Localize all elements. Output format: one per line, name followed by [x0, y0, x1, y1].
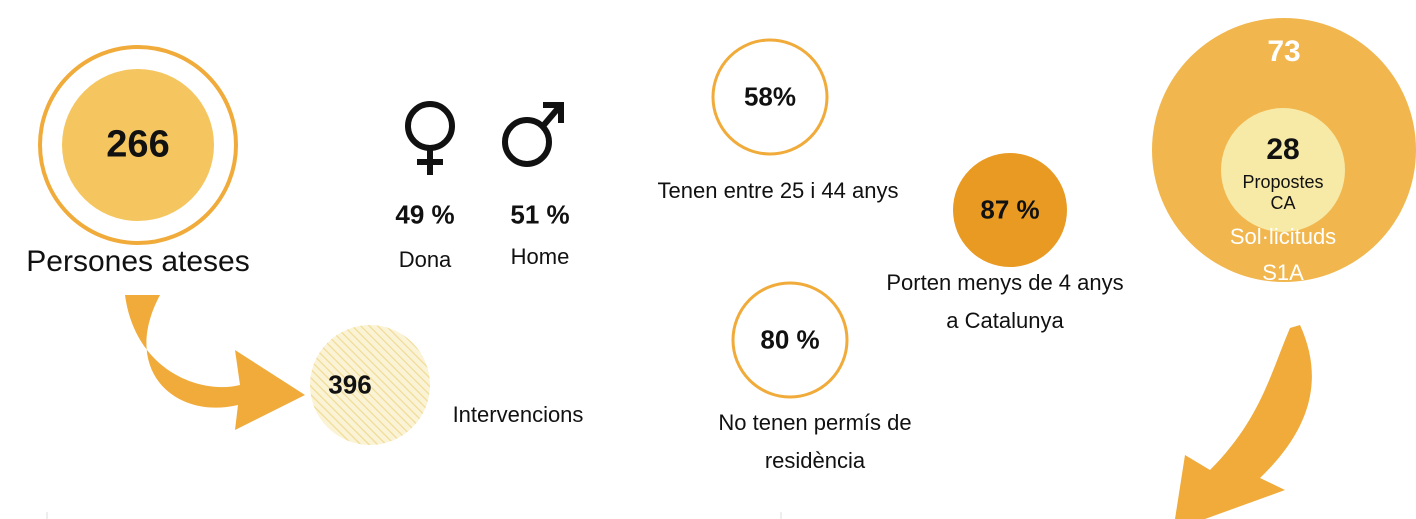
catalonia-circle — [953, 153, 1067, 267]
arrow — [125, 295, 305, 430]
age-value: 58% — [743, 81, 797, 112]
interventions-value: 396 — [328, 369, 372, 400]
residence-value: 80 % — [760, 324, 820, 355]
female-label: Dona — [398, 247, 452, 272]
male-label: Home — [510, 244, 570, 269]
interventions-label: Intervencions — [452, 402, 584, 427]
age-label: Tenen entre 25 i 44 anys — [657, 178, 899, 203]
male-value: 51 % — [510, 199, 570, 230]
proposals-value: 28 — [1266, 133, 1300, 166]
requests-value: 73 — [1267, 35, 1301, 68]
interventions-circle — [310, 325, 430, 445]
proposals-circle — [1221, 108, 1345, 232]
proposals-label: Propostes CA — [1242, 172, 1324, 213]
people-value: 266 — [106, 123, 170, 166]
age-circle — [711, 38, 829, 156]
catalonia-value: 87 % — [980, 194, 1040, 225]
female-icon — [405, 101, 455, 175]
catalonia-label: Porten menys de 4 anys a Catalunya — [886, 270, 1124, 333]
people-circle — [62, 69, 214, 221]
people-label: Persones ateses — [26, 245, 250, 278]
arrow — [1175, 325, 1312, 519]
requests-label: Sol·licituds S1A — [1229, 224, 1337, 285]
residence-label: No tenen permís de residència — [718, 410, 912, 473]
female-value: 49 % — [395, 199, 455, 230]
male-icon — [502, 102, 564, 167]
residence-circle — [731, 281, 849, 399]
